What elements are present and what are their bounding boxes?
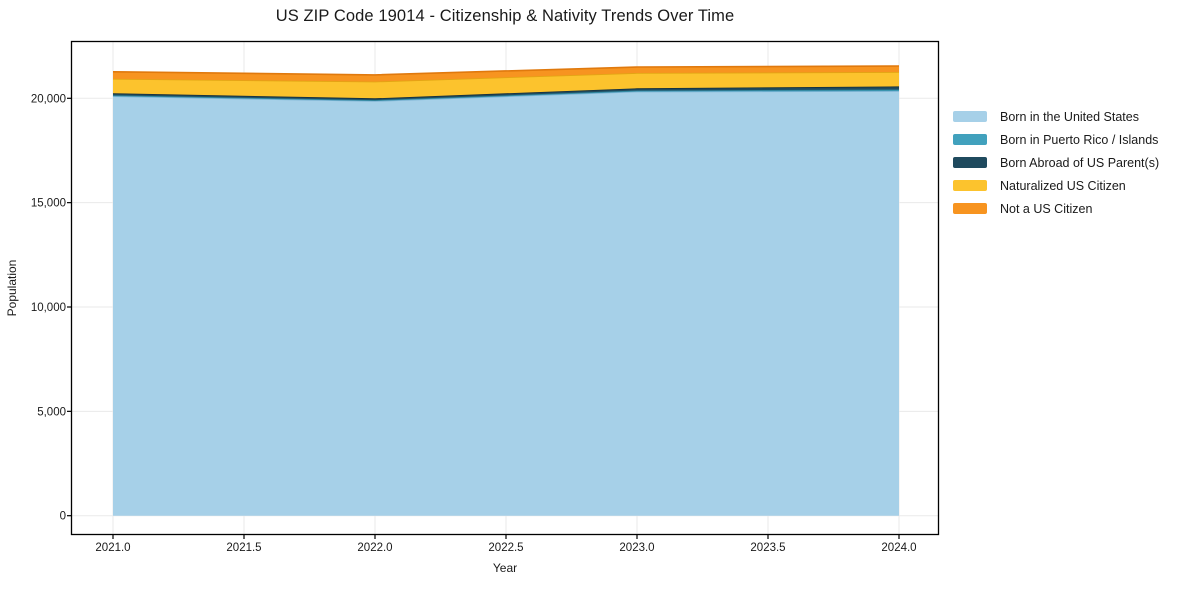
y-tick-label: 0 [60, 511, 66, 523]
legend-item-3: Naturalized US Citizen [953, 174, 1159, 197]
x-tick-label: 2023.5 [750, 542, 785, 554]
legend-swatch-icon [953, 110, 987, 123]
legend-swatch-icon [953, 133, 987, 146]
area-series-2 [113, 86, 899, 101]
axes-spines [70, 40, 940, 536]
legend-swatch-icon [953, 179, 987, 192]
x-axis-title: Year [493, 561, 517, 575]
x-tick-label: 2022.5 [488, 542, 523, 554]
chart-title: US ZIP Code 19014 - Citizenship & Nativi… [275, 7, 735, 25]
y-tick-label: 20,000 [31, 93, 66, 105]
legend: Born in the United States Born in Puerto … [953, 105, 1159, 220]
legend-item-1: Born in Puerto Rico / Islands [953, 128, 1159, 151]
legend-item-4: Not a US Citizen [953, 197, 1159, 220]
legend-label: Naturalized US Citizen [1000, 178, 1126, 193]
x-tick-label: 2021.0 [95, 542, 130, 554]
area-edge-series-4 [112, 65, 900, 76]
area-series-3 [113, 72, 899, 99]
legend-item-0: Born in the United States [953, 105, 1159, 128]
legend-label: Born in Puerto Rico / Islands [1000, 132, 1159, 147]
y-tick-label: 5,000 [37, 406, 66, 418]
area-series-0 [113, 91, 899, 516]
x-tick-label: 2024.0 [881, 542, 916, 554]
legend-item-2: Born Abroad of US Parent(s) [953, 151, 1159, 174]
area-series-1 [113, 89, 899, 101]
y-tick-label: 10,000 [31, 302, 66, 314]
x-tick-label: 2021.5 [226, 542, 261, 554]
y-axis-title: Population [5, 260, 19, 317]
x-tick-label: 2023.0 [619, 542, 654, 554]
legend-label: Not a US Citizen [1000, 201, 1093, 216]
legend-label: Born in the United States [1000, 109, 1139, 124]
legend-label: Born Abroad of US Parent(s) [1000, 155, 1160, 170]
y-tick-label: 15,000 [31, 198, 66, 210]
legend-swatch-icon [953, 156, 987, 169]
legend-swatch-icon [953, 202, 987, 215]
x-tick-label: 2022.0 [357, 542, 392, 554]
area-series-4 [113, 66, 899, 82]
